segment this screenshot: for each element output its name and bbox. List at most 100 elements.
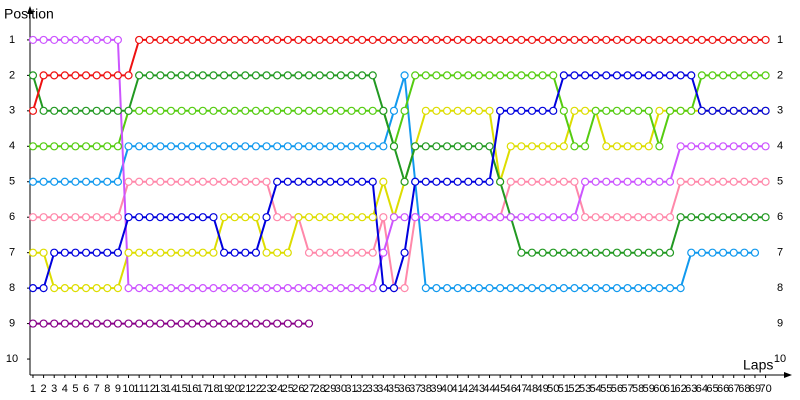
lap-marker (379, 213, 388, 222)
lap-marker (166, 177, 176, 186)
lap-marker (198, 71, 207, 80)
lap-marker (442, 284, 452, 293)
x-tick-label: 2 (41, 383, 47, 395)
x-tick-label: 21 (239, 383, 251, 395)
lap-marker (570, 106, 579, 115)
x-tick-label: 35 (388, 383, 400, 395)
lap-marker (644, 142, 653, 151)
lap-marker (729, 248, 738, 257)
lap-marker (145, 35, 154, 45)
lap-marker (538, 213, 547, 222)
lap-marker (485, 35, 494, 45)
series-line (33, 74, 766, 290)
lap-marker (750, 35, 760, 45)
lap-marker (358, 35, 367, 45)
lap-marker (389, 284, 399, 293)
lap-marker (326, 106, 335, 115)
x-tick-label: 55 (600, 383, 612, 395)
lap-marker (527, 248, 537, 257)
lap-marker (219, 177, 229, 186)
lap-marker (28, 213, 38, 222)
lap-marker (634, 35, 643, 45)
lap-marker (549, 284, 558, 293)
lap-marker (50, 248, 59, 257)
lap-marker (103, 177, 112, 186)
lap-marker (241, 35, 250, 45)
lap-marker (655, 177, 664, 186)
lap-marker (474, 284, 484, 293)
lap-marker (527, 106, 537, 115)
lap-marker (665, 71, 675, 80)
lap-marker (612, 284, 622, 293)
lap-marker (761, 71, 770, 80)
lap-marker (219, 213, 229, 222)
lap-marker (570, 213, 579, 222)
lap-marker (676, 177, 685, 186)
lap-marker (156, 319, 165, 328)
lap-marker (92, 142, 101, 151)
lap-marker (453, 284, 462, 293)
lap-marker (729, 213, 738, 222)
lap-marker (527, 284, 537, 293)
lap-marker (273, 71, 282, 80)
lap-marker (124, 284, 133, 293)
lap-marker (241, 248, 250, 257)
lap-marker (50, 71, 59, 80)
lap-marker (591, 177, 600, 186)
lap-marker (634, 284, 643, 293)
x-tick-label: 39 (430, 383, 442, 395)
lap-marker (177, 284, 186, 293)
lap-marker (251, 35, 261, 45)
lap-marker (326, 177, 335, 186)
x-tick-label: 6 (83, 383, 89, 395)
lap-marker (60, 35, 69, 45)
lap-marker (39, 142, 48, 151)
lap-marker (92, 213, 101, 222)
lap-marker (166, 319, 176, 328)
x-tick-label: 59 (643, 383, 655, 395)
lap-marker (644, 35, 653, 45)
lap-marker (103, 213, 112, 222)
lap-marker (496, 284, 505, 293)
lap-marker (251, 177, 261, 186)
lap-marker (39, 106, 48, 115)
lap-marker (697, 213, 706, 222)
lap-marker (464, 142, 473, 151)
lap-marker (209, 35, 218, 45)
lap-marker (432, 71, 441, 80)
lap-marker (750, 177, 760, 186)
x-tick-label: 50 (547, 383, 559, 395)
x-tick-label: 28 (314, 383, 326, 395)
lap-marker (304, 35, 314, 45)
x-tick-label: 30 (335, 383, 347, 395)
x-tick-label: 13 (154, 383, 166, 395)
lap-marker (135, 106, 144, 115)
lap-marker (113, 319, 123, 328)
lap-marker (538, 142, 547, 151)
lap-marker (262, 142, 271, 151)
lap-marker (273, 284, 282, 293)
lap-marker (549, 35, 558, 45)
x-tick-label: 19 (218, 383, 230, 395)
lap-marker (358, 177, 367, 186)
lap-marker (326, 71, 335, 80)
lap-marker (251, 284, 261, 293)
x-tick-label: 12 (144, 383, 156, 395)
lap-marker (655, 35, 664, 45)
y-tick-label: 4 (9, 140, 15, 152)
lap-marker (474, 142, 484, 151)
lap-marker (421, 106, 430, 115)
lap-marker (92, 177, 101, 186)
lap-marker (400, 284, 409, 293)
lap-marker (347, 35, 356, 45)
series-line (33, 74, 766, 150)
lap-marker (71, 284, 80, 293)
lap-marker (347, 284, 356, 293)
lap-marker (71, 142, 80, 151)
lap-marker (262, 106, 271, 115)
x-tick-label: 15 (175, 383, 187, 395)
lap-marker (612, 213, 622, 222)
lap-marker (103, 284, 112, 293)
lap-marker (166, 142, 176, 151)
lap-marker (719, 106, 728, 115)
